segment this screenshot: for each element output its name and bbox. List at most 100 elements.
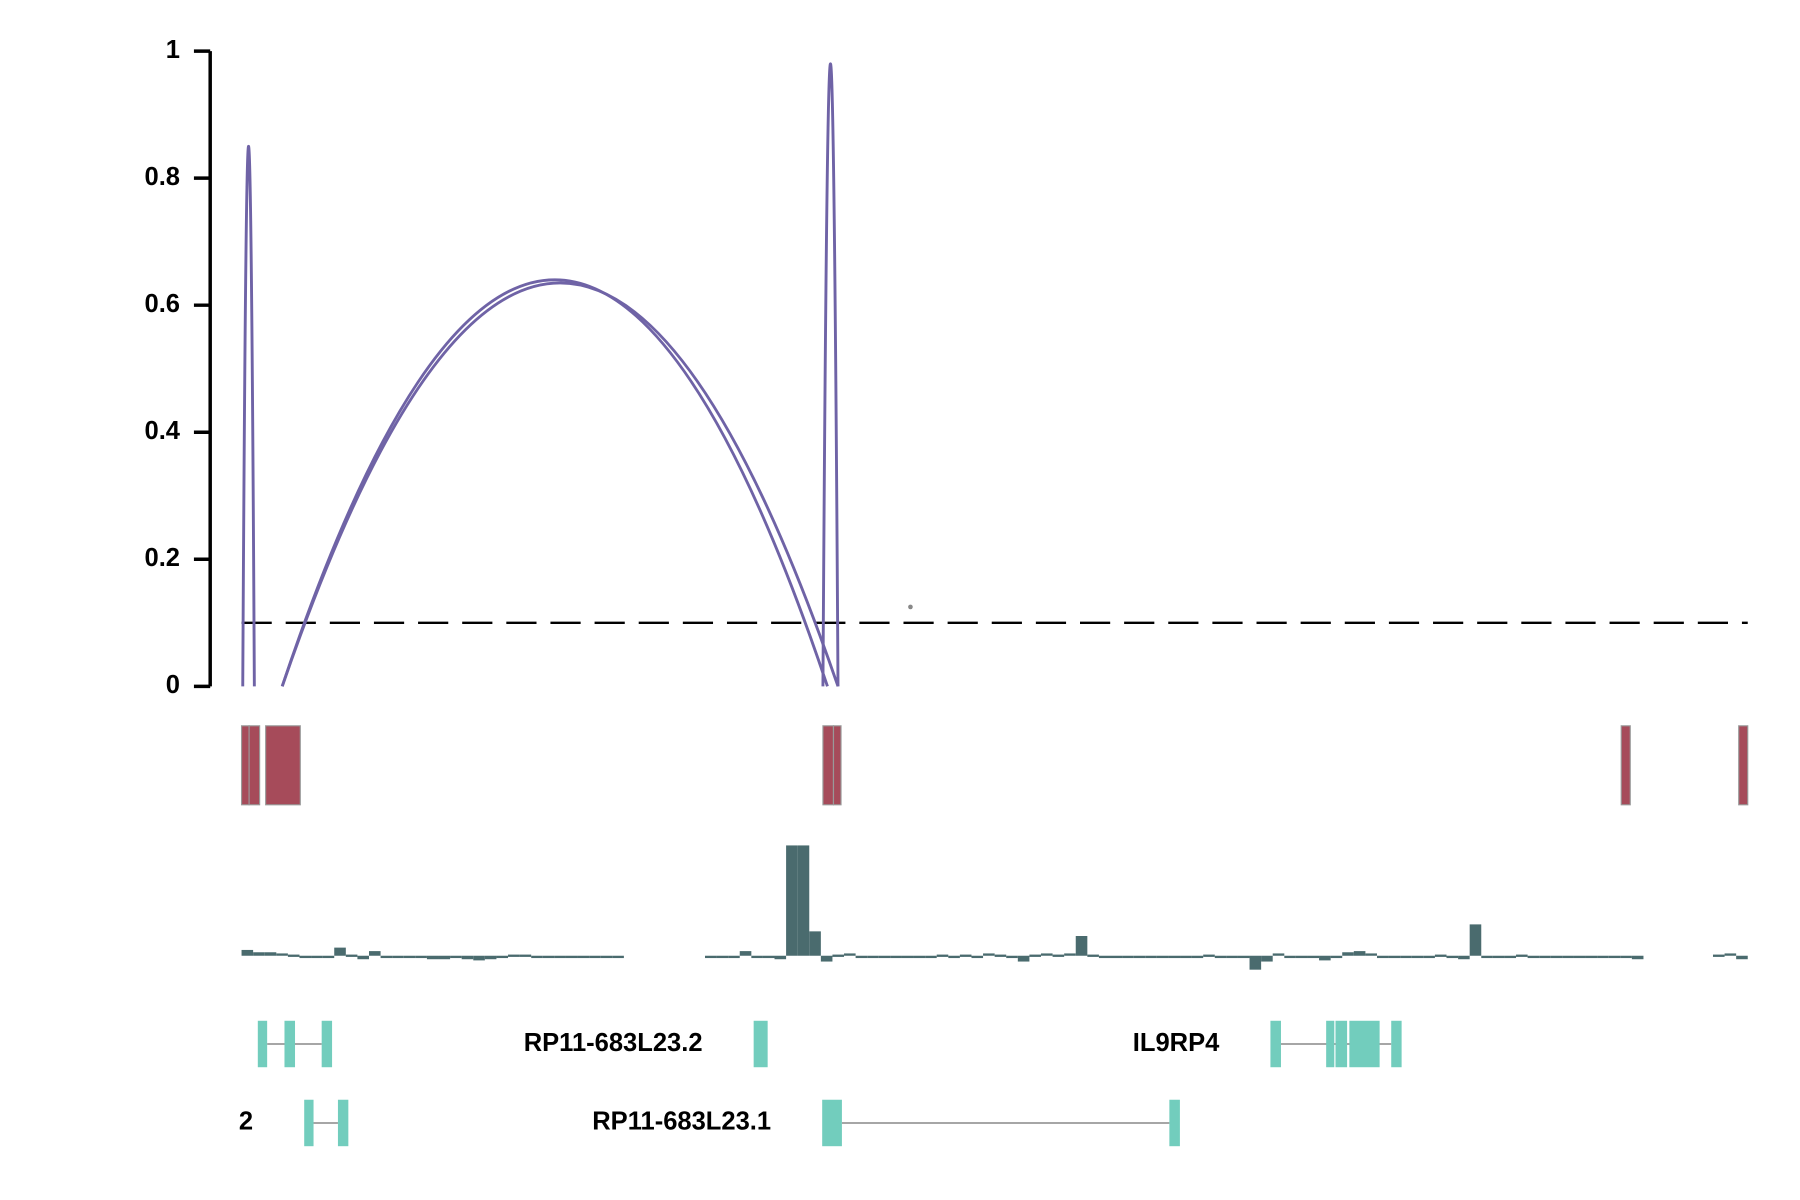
loop-arc <box>280 281 840 687</box>
exon <box>753 1020 768 1068</box>
exon <box>1349 1020 1380 1068</box>
signal-bar <box>438 955 451 960</box>
signal-bar <box>1295 955 1308 959</box>
signal-bar <box>1133 955 1146 959</box>
signal-bar <box>565 955 578 959</box>
signal-bar <box>253 952 265 956</box>
signal-bar <box>1458 955 1470 960</box>
signal-bar <box>1203 954 1215 957</box>
signal-bar <box>901 955 914 959</box>
signal-bar <box>855 955 868 959</box>
signal-bar <box>426 955 439 960</box>
signal-bar <box>1573 955 1586 959</box>
signal-bar <box>1064 953 1076 956</box>
signal-bar <box>948 955 960 959</box>
y-tick-label: 0.8 <box>145 163 181 191</box>
signal-bar <box>392 955 404 959</box>
signal-bar <box>1249 955 1262 970</box>
gene-label: 2 <box>239 1108 253 1136</box>
signal-bar <box>1736 955 1748 960</box>
signal-bar <box>959 954 972 957</box>
signal-bar <box>299 955 312 959</box>
loop-arc <box>280 278 829 687</box>
signal-bar <box>1284 955 1296 959</box>
y-tick-label: 0 <box>166 671 180 699</box>
signal-bar <box>1469 924 1482 956</box>
exon <box>822 1099 842 1147</box>
signal-bar <box>1122 955 1134 959</box>
signal-bar <box>1620 955 1632 959</box>
signal-bar <box>322 955 335 959</box>
signal-bar <box>1608 955 1621 959</box>
signal-bar <box>936 954 949 957</box>
exon <box>1391 1020 1402 1068</box>
signal-bar <box>380 955 393 959</box>
signal-bar <box>1168 955 1181 959</box>
signal-bar <box>1388 955 1401 959</box>
signal-bar <box>739 951 752 956</box>
signal-bar <box>311 955 323 959</box>
signal-bar <box>1307 955 1320 959</box>
signal-bar <box>1585 955 1598 959</box>
signal-bar <box>1052 954 1065 957</box>
signal-bar <box>1214 955 1227 959</box>
signal-bar <box>1365 953 1377 956</box>
signal-bar <box>589 955 601 959</box>
signal-bar <box>1724 953 1737 956</box>
signal-bar <box>728 955 740 959</box>
signal-bar <box>287 954 300 957</box>
signal-bar <box>1539 955 1551 959</box>
signal-bar <box>751 955 763 959</box>
signal-bar <box>1272 953 1285 956</box>
region <box>822 725 835 806</box>
signal-bar <box>1029 954 1041 957</box>
gene-track: RP11-683L23.2 IL9RP4 2 RP11-683L23.1 <box>239 1020 1402 1147</box>
signal-bar <box>508 954 520 957</box>
exon <box>257 1020 268 1068</box>
exon <box>337 1099 349 1147</box>
exon <box>304 1099 314 1147</box>
signal-bar <box>1006 955 1018 959</box>
signal-bar <box>925 955 937 959</box>
y-tick-label: 0.2 <box>145 544 181 572</box>
signal-bar <box>1400 955 1412 959</box>
loop-arc <box>241 144 256 687</box>
signal-bar <box>1040 953 1053 956</box>
y-tick-label: 0.6 <box>145 290 181 318</box>
signal-bar <box>403 955 416 959</box>
y-tick-label: 1 <box>166 36 180 64</box>
signal-bar <box>276 953 288 956</box>
region <box>248 725 261 806</box>
signal-bar <box>1481 955 1493 959</box>
signal-bar <box>450 955 462 959</box>
signal-bar <box>797 845 810 956</box>
signal-bar <box>1423 955 1435 959</box>
signal-bar <box>867 955 879 959</box>
signal-bar <box>1712 954 1725 957</box>
signal-bar <box>809 931 821 956</box>
signal-bar <box>345 954 358 957</box>
signal-bar <box>1319 955 1331 961</box>
exon <box>284 1020 296 1068</box>
signal-bar <box>1504 955 1517 959</box>
region <box>832 725 842 806</box>
signal-bar <box>1145 955 1157 959</box>
loop-arc <box>821 62 840 687</box>
signal-bar <box>554 955 566 959</box>
signal-bar <box>612 955 624 959</box>
exon <box>1270 1020 1281 1068</box>
signal-bar <box>832 954 845 957</box>
gene-label: RP11-683L23.2 <box>524 1029 703 1057</box>
signal-bar <box>820 955 833 962</box>
signal-bar <box>1110 955 1123 959</box>
signal-bar <box>1226 955 1238 959</box>
signal-bar <box>1492 955 1505 959</box>
signal-bar <box>994 954 1007 957</box>
signal-bar <box>357 955 369 960</box>
signal-bar <box>1342 952 1354 956</box>
signal-bar <box>484 955 497 960</box>
y-tick-label: 0.4 <box>145 417 181 445</box>
